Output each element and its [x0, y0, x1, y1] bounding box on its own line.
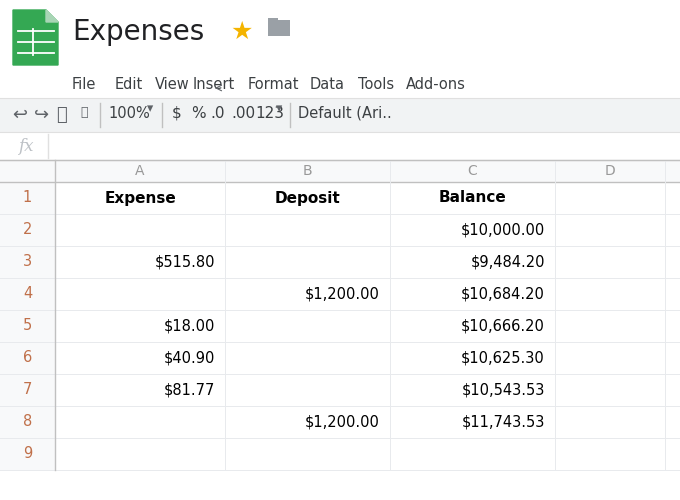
- Text: Expenses: Expenses: [72, 18, 204, 46]
- Bar: [0, 160, 680, 182]
- Bar: [55, 438, 680, 470]
- Text: Default (Ari..: Default (Ari..: [298, 106, 392, 121]
- Text: 3: 3: [23, 254, 32, 270]
- Text: ▾: ▾: [147, 102, 153, 115]
- Bar: [55, 406, 680, 438]
- Bar: [55, 278, 680, 310]
- Text: ↪: ↪: [34, 106, 49, 124]
- Bar: [268, 18, 278, 22]
- Bar: [55, 374, 680, 406]
- Text: 2: 2: [23, 222, 32, 238]
- Bar: [0, 0, 680, 72]
- Text: ⬛: ⬛: [80, 106, 88, 119]
- Bar: [55, 342, 680, 374]
- Text: C: C: [468, 164, 477, 178]
- Text: View: View: [155, 77, 190, 92]
- Text: 1: 1: [23, 190, 32, 206]
- Text: .00: .00: [231, 106, 255, 121]
- Bar: [0, 72, 680, 98]
- Polygon shape: [13, 10, 58, 65]
- Text: 9: 9: [23, 446, 32, 462]
- Text: $11,743.53: $11,743.53: [462, 414, 545, 430]
- Text: $81.77: $81.77: [164, 382, 215, 398]
- Bar: [268, 20, 290, 36]
- Text: File: File: [72, 77, 97, 92]
- Text: $18.00: $18.00: [164, 318, 215, 334]
- Text: Add-ons: Add-ons: [406, 77, 466, 92]
- Text: $515.80: $515.80: [154, 254, 215, 270]
- Text: $10,666.20: $10,666.20: [461, 318, 545, 334]
- Bar: [0, 98, 680, 132]
- Text: Tools: Tools: [358, 77, 394, 92]
- Text: Expense: Expense: [104, 190, 176, 206]
- Text: 6: 6: [23, 350, 32, 366]
- Text: $9,484.20: $9,484.20: [471, 254, 545, 270]
- Bar: [0, 132, 680, 160]
- Text: A: A: [135, 164, 145, 178]
- Text: 7: 7: [23, 382, 32, 398]
- Text: $10,684.20: $10,684.20: [461, 286, 545, 302]
- Text: Deposit: Deposit: [275, 190, 341, 206]
- Text: D: D: [605, 164, 615, 178]
- Text: $10,543.53: $10,543.53: [462, 382, 545, 398]
- Text: B: B: [303, 164, 312, 178]
- Text: Balance: Balance: [439, 190, 507, 206]
- Bar: [13, 10, 46, 65]
- Bar: [55, 310, 680, 342]
- Text: 5: 5: [23, 318, 32, 334]
- Text: Data: Data: [310, 77, 345, 92]
- Bar: [55, 214, 680, 246]
- Polygon shape: [46, 10, 58, 22]
- Bar: [0, 160, 55, 470]
- Text: 4: 4: [23, 286, 32, 302]
- Text: ▾: ▾: [276, 102, 282, 115]
- Text: 123: 123: [255, 106, 284, 121]
- Text: ↩: ↩: [12, 106, 27, 124]
- Text: $10,625.30: $10,625.30: [461, 350, 545, 366]
- Text: %: %: [191, 106, 205, 121]
- Text: 8: 8: [23, 414, 32, 430]
- Bar: [55, 182, 680, 214]
- Text: fx: fx: [18, 138, 33, 155]
- Text: Format: Format: [248, 77, 299, 92]
- Text: ★: ★: [230, 20, 252, 44]
- Bar: [55, 246, 680, 278]
- Text: $10,000.00: $10,000.00: [461, 222, 545, 238]
- Text: .0: .0: [210, 106, 224, 121]
- Text: $1,200.00: $1,200.00: [305, 414, 380, 430]
- Text: 100%: 100%: [108, 106, 150, 121]
- Text: $1,200.00: $1,200.00: [305, 286, 380, 302]
- Text: $40.90: $40.90: [164, 350, 215, 366]
- Text: Edit: Edit: [115, 77, 143, 92]
- Text: $: $: [172, 106, 182, 121]
- Text: ⎙: ⎙: [56, 106, 67, 124]
- Text: Insert: Insert: [193, 77, 235, 92]
